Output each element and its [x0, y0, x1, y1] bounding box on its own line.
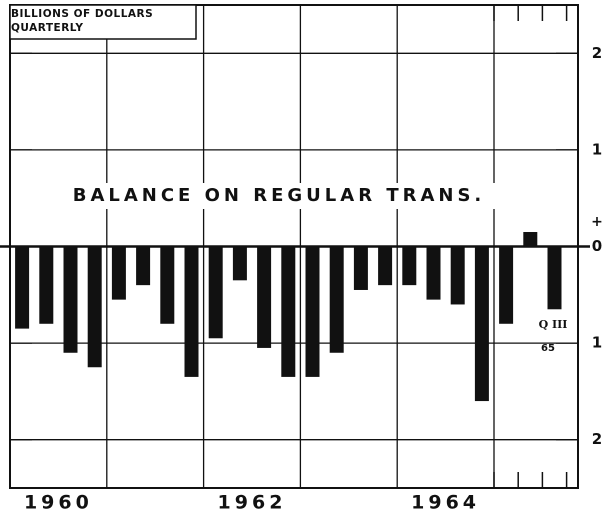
bar	[232, 246, 247, 281]
bar	[426, 246, 441, 300]
bar	[305, 246, 320, 377]
bar	[160, 246, 175, 324]
bar	[378, 246, 393, 286]
bar	[257, 246, 272, 348]
bar	[184, 246, 199, 377]
bar	[111, 246, 126, 300]
annotation: Q III	[539, 318, 568, 331]
y-tick-label: 2	[592, 430, 602, 448]
annotation: 65	[541, 343, 555, 354]
bar	[15, 246, 30, 329]
bar	[474, 246, 489, 402]
y-tick-label: 2	[592, 44, 602, 62]
annotation: +	[591, 214, 602, 230]
bar	[208, 246, 223, 339]
bar	[523, 232, 538, 247]
bar	[499, 246, 514, 324]
y-tick-label: 1	[592, 140, 602, 158]
bar	[402, 246, 417, 286]
bar	[87, 246, 102, 368]
x-tick-label: 1960	[24, 492, 93, 514]
y-tick-label: 1	[592, 334, 602, 352]
label-box	[9, 4, 197, 40]
bar	[450, 246, 465, 305]
bar	[547, 246, 562, 310]
bar	[329, 246, 344, 353]
bar	[353, 246, 368, 290]
x-tick-label: 1964	[411, 492, 480, 514]
bar	[281, 246, 296, 377]
bar	[136, 246, 151, 286]
title-bg	[48, 183, 510, 209]
y-axis-label: BILLIONS OF DOLLARS	[11, 8, 153, 20]
chart-title: BALANCE ON REGULAR TRANS.	[73, 185, 486, 206]
y-tick-label: 0	[592, 237, 602, 255]
y-axis-label: QUARTERLY	[11, 22, 83, 34]
x-tick-label: 1962	[218, 492, 287, 514]
bar	[63, 246, 78, 353]
bar	[39, 246, 54, 324]
